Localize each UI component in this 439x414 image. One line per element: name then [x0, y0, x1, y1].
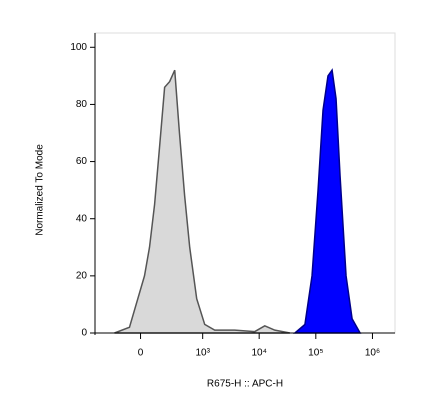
x-axis-label: R675-H :: APC-H [207, 379, 283, 390]
histogram [114, 69, 291, 334]
histogram [292, 68, 362, 334]
x-tick-label: 10³ [195, 348, 210, 359]
y-tick-label: 20 [76, 270, 88, 281]
plot-frame [94, 32, 396, 334]
y-tick-label: 80 [76, 99, 88, 110]
y-tick-label: 0 [81, 328, 87, 339]
y-tick-label: 40 [76, 213, 88, 224]
y-tick-label: 100 [70, 42, 87, 53]
x-tick-label: 10⁶ [365, 348, 380, 359]
x-tick-label: 0 [138, 348, 144, 359]
y-axis-label: Normalized To Mode [35, 144, 46, 236]
x-tick-label: 10⁴ [251, 348, 266, 359]
x-tick-label: 10⁵ [308, 348, 323, 359]
y-tick-label: 60 [76, 156, 88, 167]
